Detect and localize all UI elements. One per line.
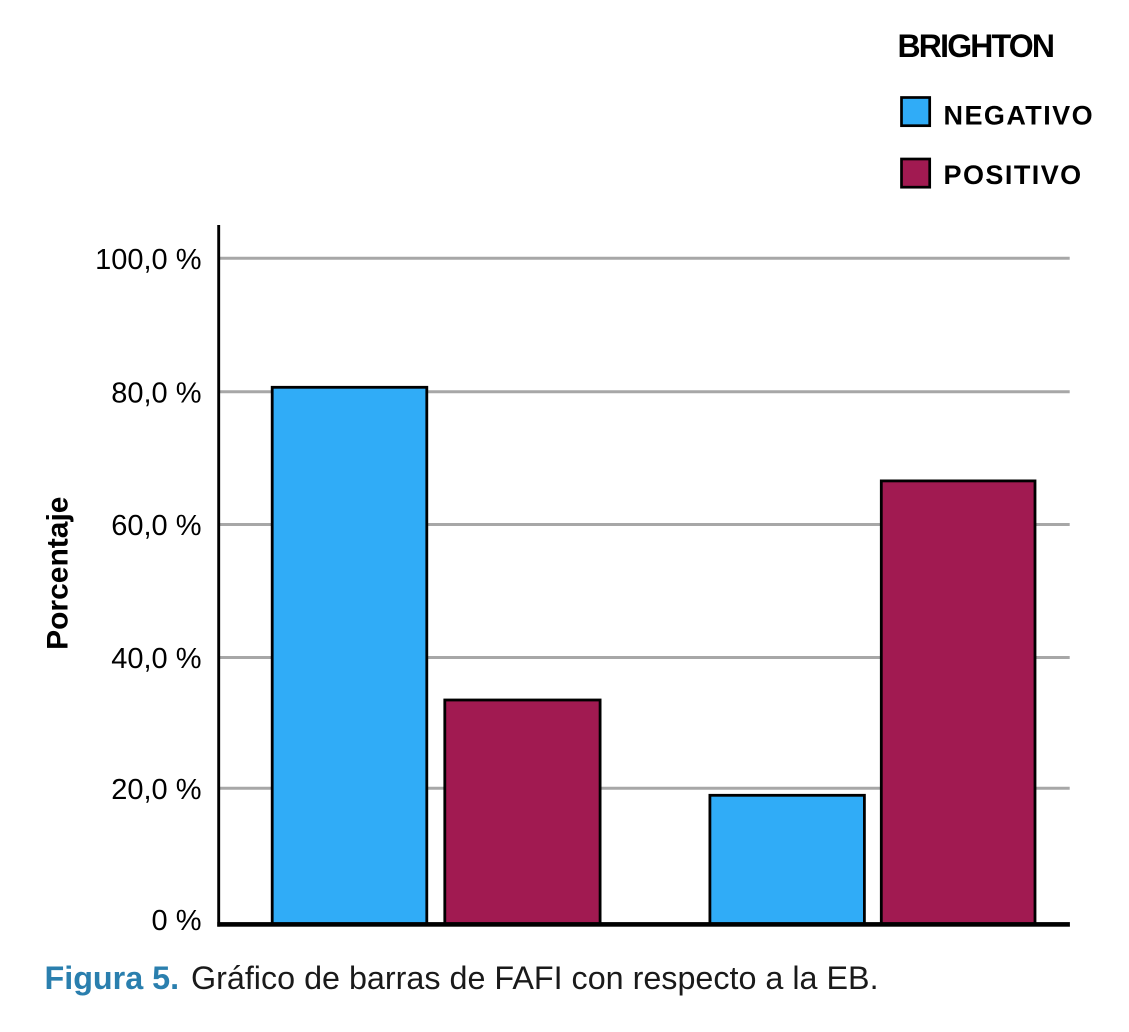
svg-text:80,0 %: 80,0 % [111,378,201,410]
svg-text:NEGATIVO: NEGATIVO [944,101,1095,131]
svg-text:BRIGHTON: BRIGHTON [898,28,1054,64]
svg-text:60,0 %: 60,0 % [111,510,201,542]
svg-text:20,0 %: 20,0 % [111,774,201,806]
svg-text:100,0 %: 100,0 % [95,244,201,276]
svg-text:40,0 %: 40,0 % [111,643,201,675]
svg-text:Figura 5.Gráfico de barras de: Figura 5. Gráfico de barras de FAFI con r… [45,960,879,996]
svg-text:POSITIVO: POSITIVO [944,160,1083,190]
svg-text:Porcentaje: Porcentaje [41,496,74,649]
svg-text:0 %: 0 % [152,905,202,937]
